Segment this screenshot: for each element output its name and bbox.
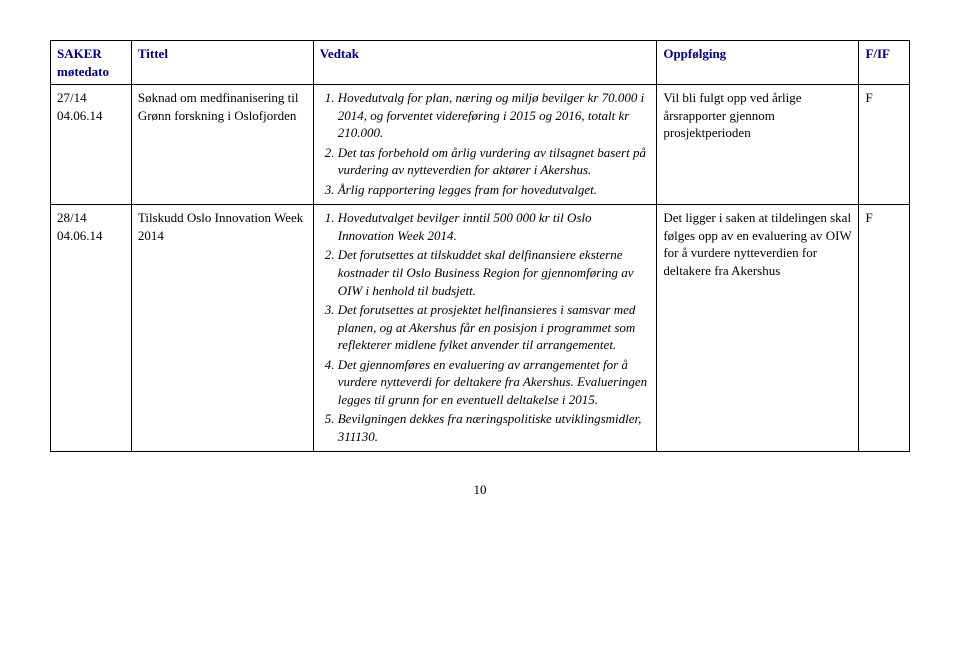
table-row: 28/14 04.06.14 Tilskudd Oslo Innovation … [51,205,910,452]
header-oppfolging: Oppfølging [657,41,859,85]
saker-table: SAKER møtedato Tittel Vedtak Oppfølging … [50,40,910,452]
vedtak-item: Det forutsettes at tilskuddet skal delfi… [338,246,651,299]
header-fif: F/IF [859,41,910,85]
header-vedtak: Vedtak [313,41,657,85]
cell-saker: 27/14 04.06.14 [51,85,132,205]
cell-tittel: Søknad om medfinanisering til Grønn fors… [131,85,313,205]
cell-fif: F [859,205,910,452]
vedtak-item: Det gjennomføres en evaluering av arrang… [338,356,651,409]
cell-vedtak: Hovedutvalget bevilger inntil 500 000 kr… [313,205,657,452]
table-header-row: SAKER møtedato Tittel Vedtak Oppfølging … [51,41,910,85]
page-number: 10 [50,482,910,498]
vedtak-item: Årlig rapportering legges fram for hoved… [338,181,651,199]
header-saker: SAKER møtedato [51,41,132,85]
vedtak-item: Hovedutvalg for plan, næring og miljø be… [338,89,651,142]
cell-saker: 28/14 04.06.14 [51,205,132,452]
vedtak-item: Det forutsettes at prosjektet helfinansi… [338,301,651,354]
table-row: 27/14 04.06.14 Søknad om medfinanisering… [51,85,910,205]
cell-tittel: Tilskudd Oslo Innovation Week 2014 [131,205,313,452]
cell-vedtak: Hovedutvalg for plan, næring og miljø be… [313,85,657,205]
vedtak-item: Det tas forbehold om årlig vurdering av … [338,144,651,179]
vedtak-item: Bevilgningen dekkes fra næringspolitiske… [338,410,651,445]
cell-oppfolging: Vil bli fulgt opp ved årlige årsrapporte… [657,85,859,205]
cell-fif: F [859,85,910,205]
cell-oppfolging: Det ligger i saken at tildelingen skal f… [657,205,859,452]
vedtak-item: Hovedutvalget bevilger inntil 500 000 kr… [338,209,651,244]
vedtak-list: Hovedutvalget bevilger inntil 500 000 kr… [320,209,651,445]
header-tittel: Tittel [131,41,313,85]
table-body: 27/14 04.06.14 Søknad om medfinanisering… [51,85,910,452]
vedtak-list: Hovedutvalg for plan, næring og miljø be… [320,89,651,198]
